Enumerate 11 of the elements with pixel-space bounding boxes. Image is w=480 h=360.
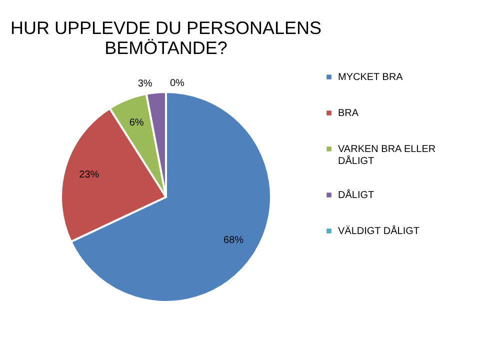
legend-label: BRA [338, 108, 359, 119]
data-label: 3% [138, 78, 152, 90]
data-label: 68% [224, 234, 244, 246]
text: 0% [170, 78, 184, 89]
data-label: 23% [79, 170, 100, 181]
legend-label: VÄLDIGT DÅLIGT [338, 225, 420, 237]
legend-label: VARKEN BRA ELLER DÅLIGT [338, 144, 436, 167]
legend-label: DÅLIGT [338, 189, 374, 201]
data-label: 6% [129, 118, 144, 129]
legend-label: MYCKET BRA [338, 72, 404, 83]
chart-title: HUR UPPLEVDE DU PERSONALENS BEMÖTANDE? [10, 18, 322, 58]
